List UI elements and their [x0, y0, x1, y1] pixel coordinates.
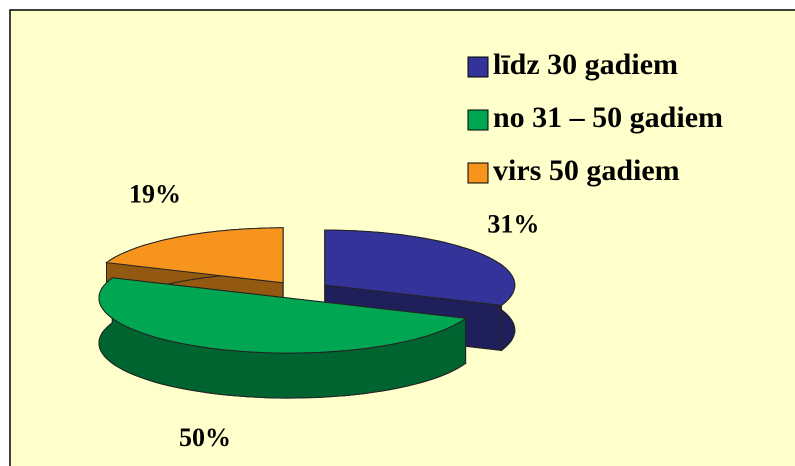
pie-slice	[98, 277, 467, 354]
value-label: 50%	[179, 423, 231, 452]
legend-swatch	[467, 109, 489, 131]
legend-text: no 31 – 50 gadiem	[493, 101, 723, 134]
value-label: 31%	[487, 209, 539, 238]
legend-swatch	[467, 56, 489, 78]
value-label: 19%	[129, 179, 181, 208]
legend-swatch	[467, 162, 489, 184]
legend-text: virs 50 gadiem	[493, 154, 680, 187]
pie-slice	[324, 229, 516, 306]
pie-slice	[105, 227, 284, 284]
legend-text: līdz 30 gadiem	[493, 48, 678, 81]
